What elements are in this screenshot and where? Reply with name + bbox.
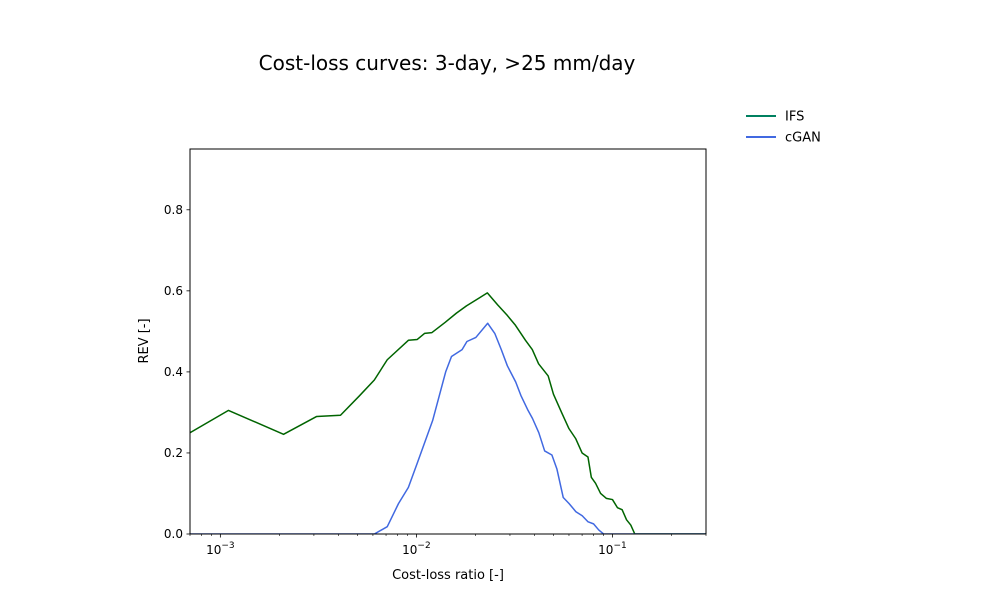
y-tick-label: 0.8 (164, 203, 183, 217)
legend: IFS cGAN (746, 110, 821, 146)
series-line-ifs (190, 292, 706, 534)
legend-label-ifs: IFS (785, 110, 804, 125)
y-axis: 0.0 0.2 0.4 0.6 0.8 (164, 203, 190, 541)
y-tick-label: 0.4 (164, 365, 183, 379)
x-axis-label: Cost-loss ratio [-] (392, 568, 504, 583)
legend-label-cgan: cGAN (785, 131, 821, 146)
plot-frame (189, 148, 707, 535)
plot-area (189, 148, 707, 535)
y-tick-label: 0.2 (164, 446, 183, 460)
series-line-cgan (190, 322, 706, 534)
x-axis: 10−3 10−2 10−1 (189, 534, 707, 557)
y-tick-label: 0.6 (164, 284, 183, 298)
series-layer (190, 292, 706, 534)
y-axis-label: REV [-] (137, 318, 152, 363)
y-tick-label: 0.0 (164, 527, 183, 541)
x-tick-label: 10−2 (402, 541, 431, 557)
x-tick-label: 10−3 (206, 541, 235, 557)
x-tick-label: 10−1 (598, 541, 627, 557)
chart-title: Cost-loss curves: 3-day, >25 mm/day (259, 51, 636, 75)
